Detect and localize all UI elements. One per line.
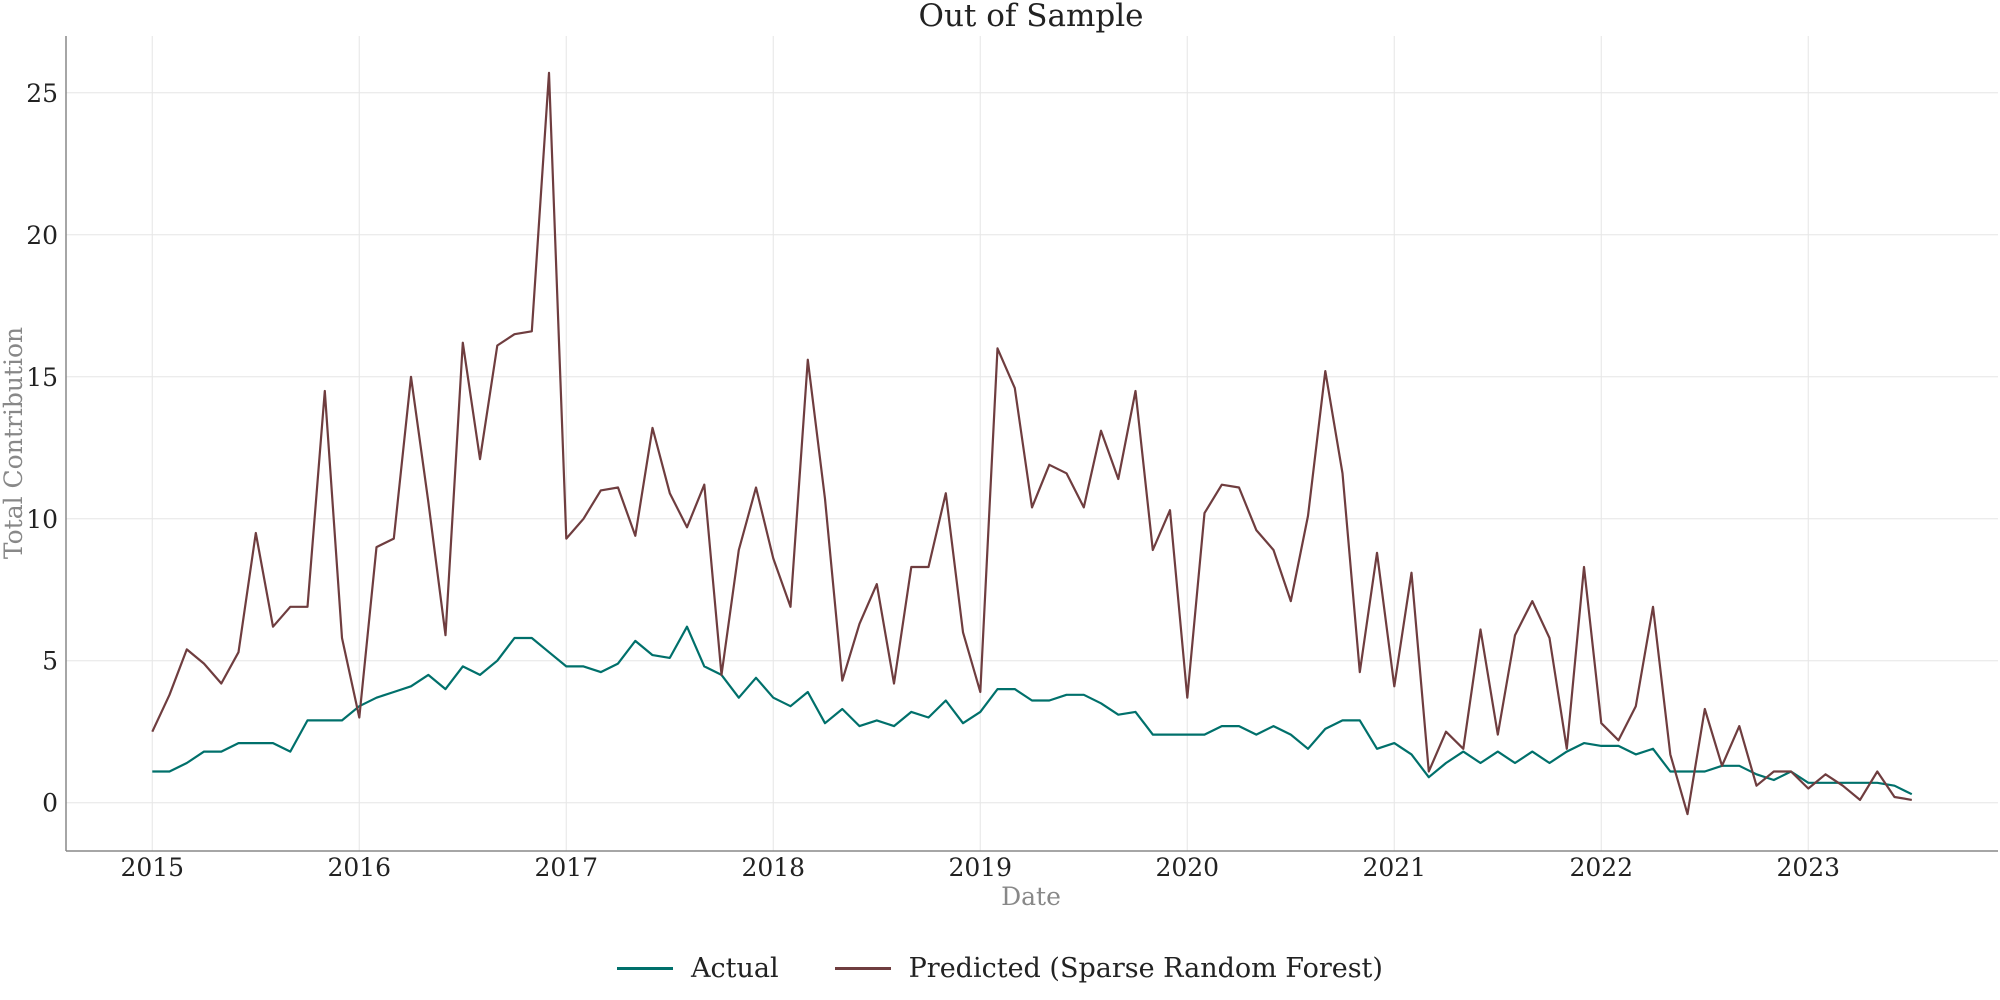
series-line-actual [152,625,1913,796]
x-tick-label: 2018 [741,853,805,882]
x-tick-label: 2020 [1155,853,1219,882]
legend-label-predicted: Predicted (Sparse Random Forest) [908,952,1383,984]
x-tick-label: 2016 [327,853,391,882]
legend-item-actual: Actual [617,953,779,984]
x-tick-label: 2019 [948,853,1012,882]
axes [65,36,1998,852]
x-tick-labels: 2015 2016 2017 2018 2019 2020 2021 2022 2023 [120,853,1840,882]
y-tick-labels: 0 5 10 15 20 25 [26,79,58,818]
y-tick-label: 20 [26,221,58,250]
y-tick-label: 25 [26,79,58,108]
legend-item-predicted: Predicted (Sparse Random Forest) [834,952,1383,984]
series-line-predicted [151,71,1912,816]
x-tick-label: 2023 [1776,853,1840,882]
series-lines [151,71,1913,816]
y-tick-label: 15 [26,363,58,392]
y-tick-label: 0 [42,789,58,818]
legend: Actual Predicted (Sparse Random Forest) [0,948,2000,988]
y-tick-label: 10 [26,505,58,534]
legend-swatch-actual [617,966,674,970]
x-axis-label: Date [1001,882,1061,911]
y-axis-label: Total Contribution [0,327,28,559]
x-tick-label: 2021 [1362,853,1426,882]
grid-lines [66,36,1998,851]
x-tick-label: 2017 [534,853,598,882]
y-tick-label: 5 [42,647,58,676]
legend-swatch-predicted [834,966,891,970]
legend-label-actual: Actual [691,952,779,984]
chart-title: Out of Sample [919,0,1144,34]
x-tick-label: 2015 [120,853,184,882]
x-tick-label: 2022 [1569,853,1633,882]
